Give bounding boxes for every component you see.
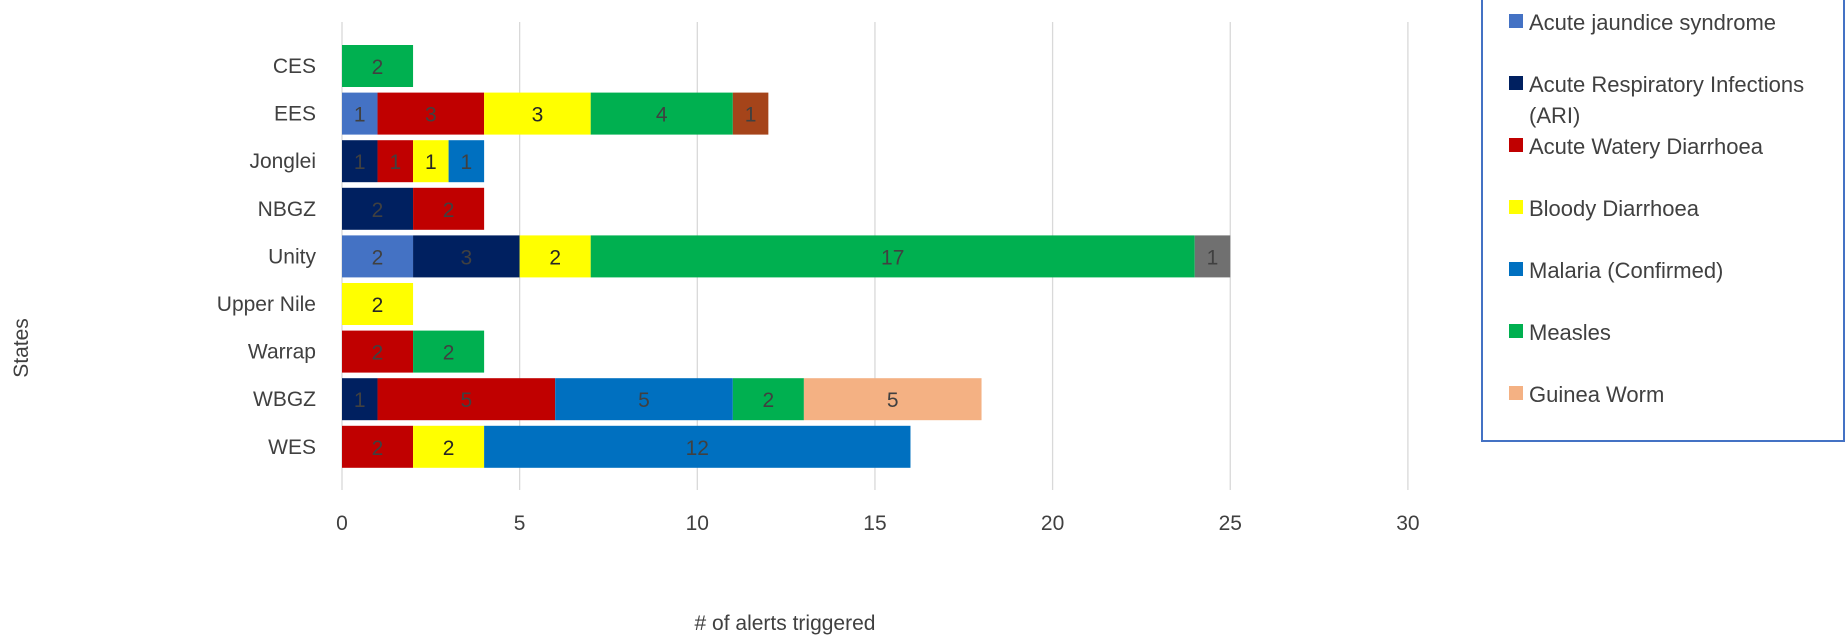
bars: 21 3 3 4 11 1 1 12 22 3 2 17 122 21 5 5 2 52 2 12 — [342, 45, 1231, 468]
legend-swatch — [1509, 324, 1523, 338]
y-tick-label: Jonglei — [249, 150, 316, 173]
data-label: 1 — [425, 151, 437, 174]
data-label: 5 — [461, 389, 473, 412]
bar-segment-unity-acute-respiratory-infections-ari — [413, 235, 520, 278]
y-axis-title: States — [10, 318, 33, 378]
x-tick-label: 0 — [336, 512, 348, 535]
y-tick-label: NBGZ — [258, 198, 317, 221]
y-tick-label: EES — [274, 103, 316, 126]
legend-label: Acute Watery Diarrhoea — [1529, 134, 1764, 159]
legend-swatch — [1509, 138, 1523, 152]
data-label: 2 — [549, 246, 561, 269]
y-tick-label: Unity — [268, 245, 316, 268]
bar-segment-warrap-acute-watery-diarrhoea — [342, 330, 414, 373]
bar-segment-wbgz-acute-watery-diarrhoea — [377, 378, 556, 421]
legend-border — [1481, 0, 1845, 442]
data-label: 3 — [425, 104, 437, 127]
x-axis-tick-labels: 0 5 10 15 20 25 30 — [336, 512, 1419, 535]
data-label: 12 — [686, 437, 709, 460]
bar-segment-warrap-measles — [413, 330, 485, 373]
y-axis-tick-labels: CES EES Jonglei NBGZ Unity Upper Nile Warrap WB… — [217, 55, 317, 459]
bar-segment-jonglei-malaria-confirmed — [448, 140, 485, 183]
x-tick-label: 30 — [1396, 512, 1419, 535]
legend-label: (ARI) — [1529, 103, 1580, 128]
bar-segment-wbgz-malaria-confirmed — [555, 378, 733, 421]
data-label: 2 — [372, 437, 384, 460]
bar-segment-wbgz-guinea-worm — [803, 378, 982, 421]
legend-label: Malaria (Confirmed) — [1529, 258, 1723, 283]
bar-segment-nbgz-acute-respiratory-infections-ari — [342, 187, 414, 230]
bar-segment-unity-acute-jaundice-syndrome — [342, 235, 414, 278]
data-label: 2 — [372, 246, 384, 269]
legend-label: Guinea Worm — [1529, 382, 1664, 407]
x-tick-label: 10 — [686, 512, 709, 535]
bar-segment-ees-bloody-diarrhoea — [484, 92, 591, 135]
y-tick-label: WBGZ — [253, 388, 316, 411]
bar-segment-jonglei-acute-respiratory-infections-ari — [342, 140, 378, 183]
bar-segment-unity-measles — [590, 235, 1195, 278]
x-tick-label: 15 — [863, 512, 886, 535]
legend-items: Acute jaundice syndrome Acute Respiratory… — [1509, 10, 1804, 407]
bar-segment-wbgz-measles — [732, 378, 804, 421]
bar-segment-ees-acute-jaundice-syndrome — [342, 92, 378, 135]
y-tick-label: Warrap — [248, 341, 316, 364]
bar-segment-ees-acute-watery-diarrhoea — [377, 92, 485, 135]
bar-segment-ces-measles — [342, 45, 414, 87]
x-tick-label: 20 — [1041, 512, 1064, 535]
data-label: 5 — [638, 389, 650, 412]
data-label: 1 — [461, 151, 473, 174]
legend-swatch — [1509, 386, 1523, 400]
legend-label: Acute Respiratory Infections — [1529, 72, 1804, 97]
bar-segment-ees-measles — [590, 92, 733, 135]
data-label: 17 — [881, 246, 904, 269]
x-tick-label: 5 — [514, 512, 526, 535]
bar-segment-jonglei-acute-watery-diarrhoea — [377, 140, 414, 183]
legend-swatch — [1509, 262, 1523, 276]
bar-segment-unity-series-7 — [1194, 235, 1231, 278]
y-tick-label: Upper Nile — [217, 293, 316, 316]
data-label: 2 — [443, 199, 455, 222]
data-label: 2 — [372, 199, 384, 222]
data-label: 1 — [354, 104, 366, 127]
data-label: 5 — [887, 389, 899, 412]
data-label: 1 — [354, 151, 366, 174]
data-label: 2 — [763, 389, 775, 412]
data-label: 1 — [745, 104, 757, 127]
data-label: 3 — [532, 104, 544, 127]
bar-segment-jonglei-bloody-diarrhoea — [413, 140, 449, 183]
bar-segment-ees-series-6 — [732, 92, 769, 135]
bar-segment-wbgz-acute-respiratory-infections-ari — [342, 378, 378, 421]
legend-swatch — [1509, 200, 1523, 214]
data-label: 2 — [443, 437, 455, 460]
data-label: 1 — [354, 389, 366, 412]
data-label: 2 — [443, 342, 455, 365]
bar-segment-wes-bloody-diarrhoea — [413, 425, 485, 468]
x-axis-title: # of alerts triggered — [695, 612, 876, 635]
data-label: 1 — [389, 151, 401, 174]
x-tick-label: 25 — [1219, 512, 1242, 535]
legend-swatch — [1509, 14, 1523, 28]
legend-swatch — [1509, 76, 1523, 90]
y-tick-label: WES — [268, 436, 316, 459]
data-label: 2 — [372, 342, 384, 365]
bar-segment-nbgz-acute-watery-diarrhoea — [413, 187, 485, 230]
legend-label: Bloody Diarrhoea — [1529, 196, 1700, 221]
bar-segment-wes-acute-watery-diarrhoea — [342, 425, 414, 468]
legend-label: Measles — [1529, 320, 1611, 345]
legend: Acute jaundice syndrome Acute Respiratory… — [1481, 0, 1845, 442]
data-label: 4 — [656, 104, 668, 127]
bar-segment-wes-malaria-confirmed — [484, 425, 911, 468]
data-label: 1 — [1207, 246, 1219, 269]
bar-segment-upper-nile-bloody-diarrhoea — [342, 283, 414, 325]
bar-segment-unity-bloody-diarrhoea — [519, 235, 591, 278]
legend-label: Acute jaundice syndrome — [1529, 10, 1776, 35]
data-label: 2 — [372, 56, 384, 79]
data-label: 2 — [372, 294, 384, 317]
y-tick-label: CES — [273, 55, 316, 78]
data-label: 3 — [461, 246, 473, 269]
